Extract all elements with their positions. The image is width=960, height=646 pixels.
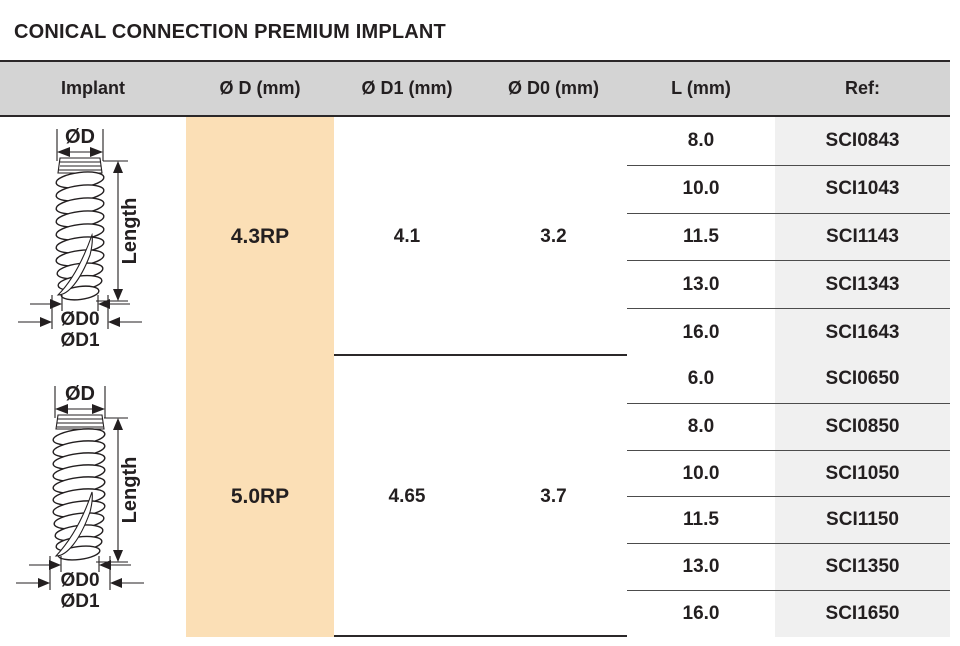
table-row: 16.0 SCI1643 [627, 308, 950, 356]
column-header-d0: Ø D0 (mm) [507, 78, 599, 98]
page-title: CONICAL CONNECTION PREMIUM IMPLANT [14, 21, 446, 43]
svg-text:ØD: ØD [65, 383, 95, 405]
implant-table: Implant Ø D (mm) Ø D1 (mm) Ø D0 (mm) L (… [0, 60, 950, 637]
svg-text:ØD0: ØD0 [60, 570, 99, 591]
column-header-implant: Implant [60, 78, 125, 98]
svg-text:ØD0: ØD0 [60, 309, 99, 330]
diameter-d1-cell: 4.65 [334, 356, 480, 637]
diameter-d0-value: 3.2 [540, 225, 567, 247]
implant-diagram-cell: ØD [0, 356, 186, 637]
table-row: 8.0 SCI0850 [627, 402, 950, 450]
ref-cell: SCI1350 [775, 544, 950, 591]
length-ref-rows: 8.0 SCI0843 10.0 SCI1043 11.5 SCI1143 13… [627, 117, 950, 356]
implant-group-5-0rp: ØD [0, 356, 950, 637]
diameter-d0-cell: 3.2 [480, 117, 627, 356]
table-row: 8.0 SCI0843 [627, 117, 950, 165]
diameter-d-value: 5.0RP [230, 484, 290, 508]
table-header-row: Implant Ø D (mm) Ø D1 (mm) Ø D0 (mm) L (… [0, 62, 950, 117]
table-row: 11.5 SCI1143 [627, 212, 950, 261]
implant-technical-drawing-icon: ØD [18, 126, 142, 351]
length-cell: 13.0 [627, 544, 775, 591]
column-header-d1: Ø D1 (mm) [361, 78, 453, 98]
diameter-d1-cell: 4.1 [334, 117, 480, 356]
table-row: 13.0 SCI1350 [627, 543, 950, 591]
table-row: 11.5 SCI1150 [627, 496, 950, 544]
diameter-d0-value: 3.7 [540, 485, 567, 507]
length-cell: 11.5 [627, 497, 775, 544]
table-row: 10.0 SCI1043 [627, 164, 950, 213]
table-row: 6.0 SCI0650 [627, 356, 950, 403]
diameter-d0-cell: 3.7 [480, 356, 627, 637]
table-row: 16.0 SCI1650 [627, 590, 950, 637]
table-row: 10.0 SCI1050 [627, 449, 950, 497]
ref-cell: SCI1643 [775, 309, 950, 356]
length-cell: 11.5 [627, 213, 775, 261]
column-header-d: Ø D (mm) [219, 78, 301, 98]
ref-cell: SCI0650 [775, 356, 950, 403]
svg-text:ØD: ØD [65, 126, 95, 148]
column-header-l: L (mm) [671, 78, 731, 98]
length-cell: 8.0 [627, 117, 775, 165]
ref-cell: SCI1050 [775, 450, 950, 497]
ref-cell: SCI0850 [775, 403, 950, 450]
length-cell: 8.0 [627, 403, 775, 450]
diameter-d-value: 4.3RP [230, 224, 290, 248]
ref-cell: SCI1650 [775, 591, 950, 637]
length-cell: 13.0 [627, 261, 775, 309]
implant-group-4-3rp: ØD [0, 117, 950, 356]
length-cell: 16.0 [627, 591, 775, 637]
length-cell: 10.0 [627, 450, 775, 497]
ref-cell: SCI0843 [775, 117, 950, 165]
length-cell: 6.0 [627, 356, 775, 403]
diameter-d1-value: 4.1 [393, 225, 421, 247]
ref-cell: SCI1043 [775, 165, 950, 213]
length-ref-rows: 6.0 SCI0650 8.0 SCI0850 10.0 SCI1050 11.… [627, 356, 950, 637]
svg-text:ØD1: ØD1 [60, 330, 100, 351]
table-row: 13.0 SCI1343 [627, 260, 950, 309]
diameter-d-cell: 4.3RP [186, 117, 334, 356]
implant-diagram-cell: ØD [0, 117, 186, 356]
svg-text:ØD1: ØD1 [60, 591, 100, 612]
diameter-d1-value: 4.65 [388, 485, 426, 507]
length-cell: 16.0 [627, 309, 775, 356]
length-cell: 10.0 [627, 165, 775, 213]
implant-technical-drawing-icon: ØD [16, 383, 144, 612]
ref-cell: SCI1150 [775, 497, 950, 544]
svg-text:Length: Length [119, 457, 141, 524]
column-header-ref: Ref: [845, 78, 880, 98]
svg-text:Length: Length [119, 198, 141, 265]
ref-cell: SCI1143 [775, 213, 950, 261]
diameter-d-cell: 5.0RP [186, 356, 334, 637]
ref-cell: SCI1343 [775, 261, 950, 309]
